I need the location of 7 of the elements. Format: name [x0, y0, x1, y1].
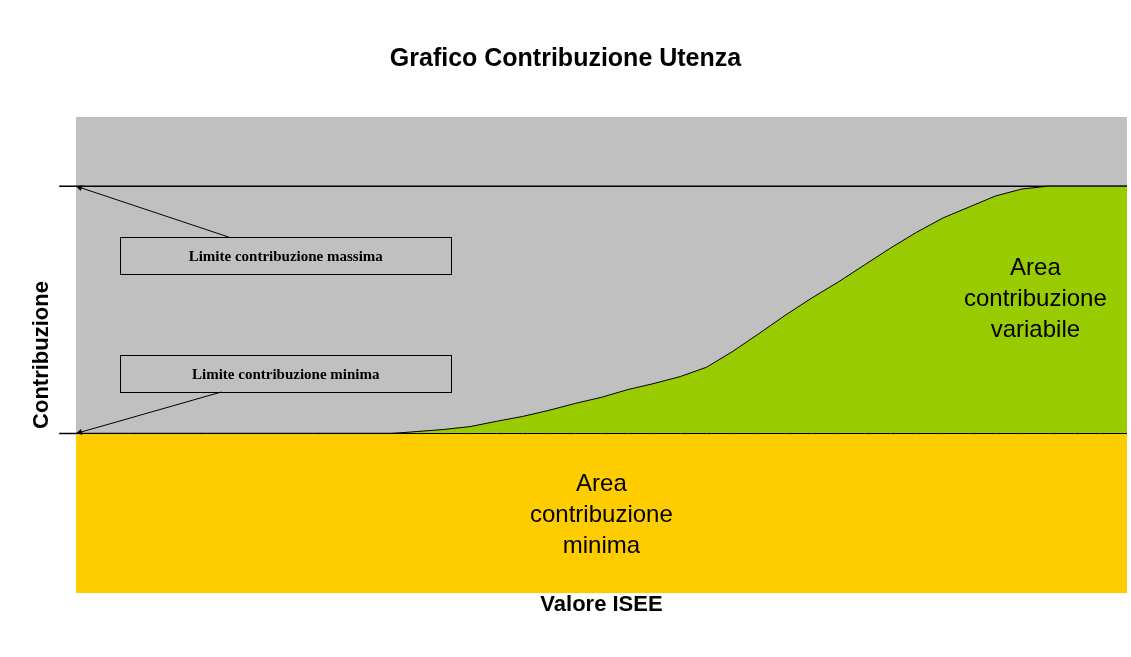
- ref-line-label: Limite contribuzione massima: [188, 248, 384, 264]
- series-label: Area contribuzione minima: [530, 469, 673, 559]
- x-axis-title: Valore ISEE: [540, 590, 663, 616]
- series-label: Area contribuzione variabile: [964, 253, 1107, 343]
- chart-title: Grafico Contribuzione Utenza: [389, 42, 743, 71]
- ref-line-label: Limite contribuzione minima: [192, 366, 380, 382]
- y-axis-title: Contribuzione: [27, 281, 53, 429]
